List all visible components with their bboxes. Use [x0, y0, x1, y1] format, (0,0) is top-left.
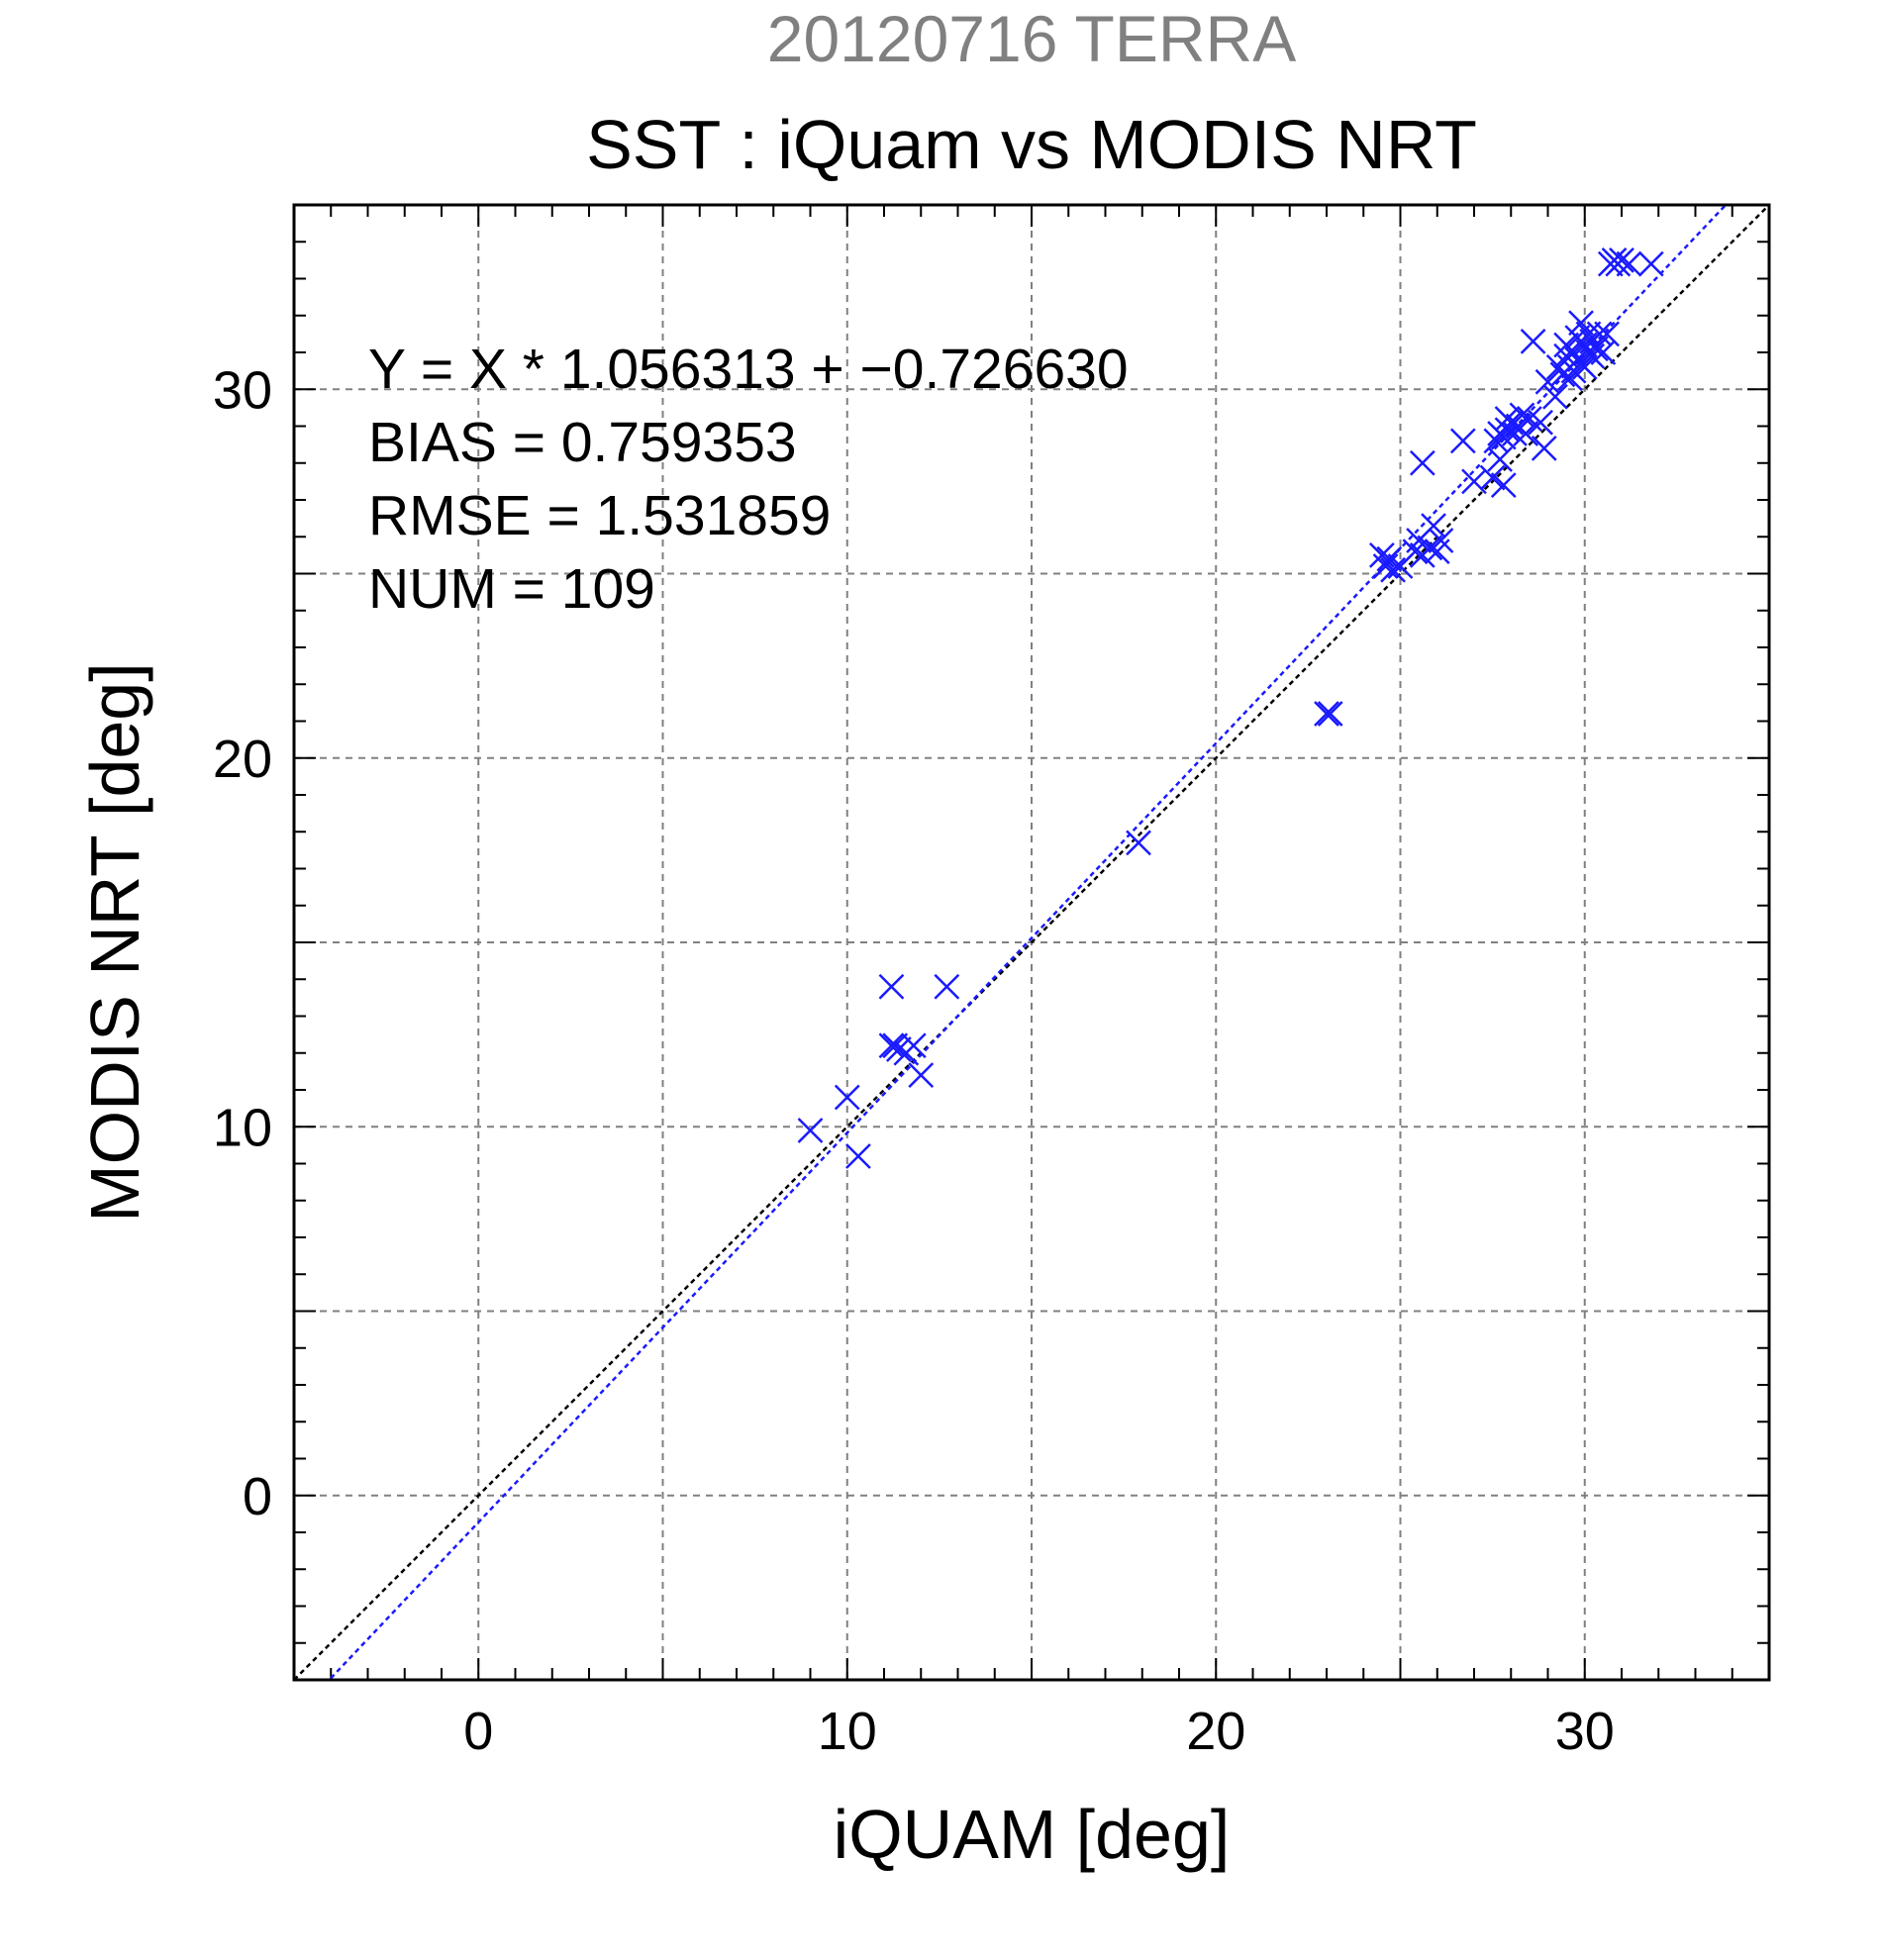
x-tick-label: 0 [463, 1702, 493, 1761]
data-point [1556, 365, 1583, 391]
data-point [1317, 701, 1343, 727]
chart-supertitle: 20120716 TERRA [767, 2, 1296, 75]
y-axis-label: MODIS NRT [deg] [76, 662, 153, 1222]
data-point [1428, 528, 1454, 553]
data-point [1583, 336, 1609, 362]
x-tick-label: 30 [1555, 1702, 1615, 1761]
data-point [1534, 368, 1561, 395]
stats-rmse: RMSE = 1.531859 [368, 484, 831, 547]
x-axis-label: iQUAM [deg] [834, 1796, 1231, 1873]
data-point [1531, 435, 1557, 461]
stats-bias: BIAS = 0.759353 [368, 411, 797, 474]
data-point [845, 1143, 871, 1169]
data-point [1490, 472, 1517, 498]
data-point [1421, 513, 1446, 539]
identity-line [294, 205, 1769, 1680]
data-point [878, 1032, 905, 1059]
stats-regression: Y = X * 1.056313 + −0.726630 [368, 338, 1129, 401]
data-point [1449, 428, 1476, 454]
data-point [1542, 383, 1568, 410]
data-point [1571, 354, 1598, 380]
data-point [908, 1062, 935, 1088]
x-tick-label: 20 [1186, 1702, 1245, 1761]
data-point [1609, 246, 1634, 273]
data-point [1513, 421, 1539, 446]
data-point [900, 1032, 927, 1059]
data-point [1417, 535, 1443, 561]
data-point [1616, 250, 1642, 277]
data-point [1487, 446, 1513, 472]
data-point [1126, 830, 1151, 856]
chart-title: SST : iQuam vs MODIS NRT [586, 106, 1477, 183]
data-point [1594, 321, 1620, 347]
reference-lines [294, 205, 1769, 1680]
data-point [1479, 464, 1506, 491]
stats-box: Y = X * 1.056313 + −0.726630 BIAS = 0.75… [368, 338, 1129, 621]
x-tick-label: 10 [818, 1702, 877, 1761]
stats-num: NUM = 109 [368, 557, 655, 621]
data-point [1575, 321, 1602, 347]
y-tick-label: 30 [213, 360, 272, 420]
data-point [1520, 328, 1546, 354]
data-points [797, 246, 1664, 1169]
data-point [1314, 701, 1339, 727]
data-point [878, 973, 905, 1000]
data-point [886, 1036, 912, 1062]
data-point [797, 1118, 824, 1143]
data-point [1409, 449, 1436, 476]
y-tick-label: 10 [213, 1098, 272, 1157]
plot-frame [292, 203, 1771, 1682]
data-point [1568, 310, 1594, 337]
data-point [934, 973, 960, 1000]
y-tick-label: 0 [243, 1467, 272, 1526]
data-point [834, 1084, 860, 1111]
regression-fit-line [327, 205, 1728, 1680]
data-point [1637, 250, 1664, 277]
y-tick-label: 20 [213, 730, 272, 789]
axis-ticks [294, 205, 1769, 1680]
data-point [1528, 409, 1553, 436]
data-point [1380, 556, 1406, 583]
tick-labels: 0 10 20 30 0 10 20 30 [213, 360, 1615, 1761]
